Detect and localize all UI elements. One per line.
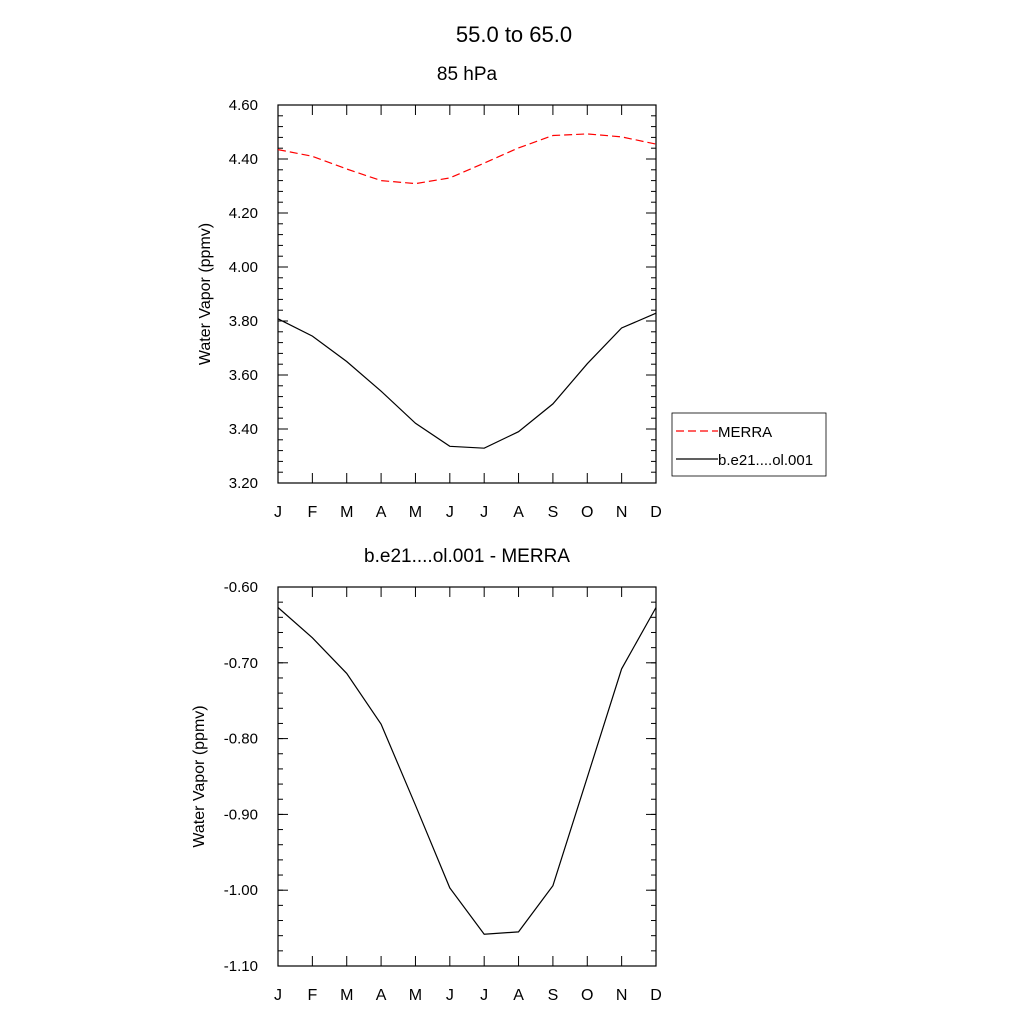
chart-title: b.e21....ol.001 - MERRA	[364, 546, 570, 567]
figure-title: 55.0 to 65.0	[456, 22, 572, 47]
y-tick-label: 4.20	[229, 205, 258, 222]
x-tick-label: A	[513, 504, 524, 521]
x-tick-label: J	[274, 504, 282, 521]
y-tick-label: -1.00	[224, 882, 258, 899]
x-tick-label: M	[409, 504, 422, 521]
y-tick-label: 3.20	[229, 475, 258, 492]
x-tick-label: J	[446, 504, 454, 521]
legend-label: MERRA	[718, 424, 772, 441]
panel-bottom: b.e21....ol.001 - MERRA Water Vapor (ppmv…	[191, 546, 662, 1004]
y-tick-label: 4.40	[229, 151, 258, 168]
series-line-0	[277, 607, 657, 935]
x-tick-label: M	[340, 987, 353, 1004]
x-tick-label: O	[581, 504, 593, 521]
y-tick-label: -0.90	[224, 806, 258, 823]
chart-title: 85 hPa	[437, 64, 498, 85]
y-tick-label: 3.80	[229, 313, 258, 330]
y-tick-label: 4.00	[229, 259, 258, 276]
y-tick-label: 4.60	[229, 97, 258, 114]
x-tick-label: F	[307, 504, 317, 521]
x-tick-label: N	[616, 987, 628, 1004]
x-tick-label: J	[480, 987, 488, 1004]
x-tick-label: N	[616, 504, 628, 521]
x-tick-label: J	[274, 987, 282, 1004]
x-tick-label: F	[307, 987, 317, 1004]
y-tick-label: -0.60	[224, 579, 258, 596]
y-tick-label: 3.40	[229, 421, 258, 438]
y-tick-label: -1.10	[224, 958, 258, 975]
legend-label: b.e21....ol.001	[718, 452, 813, 469]
panel-top: 85 hPa Water Vapor (ppmv) J F M A M J J A S O N D 4.60…	[197, 64, 827, 521]
x-tick-label: J	[480, 504, 488, 521]
x-tick-label: D	[650, 504, 662, 521]
x-tick-label: D	[650, 987, 662, 1004]
series-line-0	[277, 133, 657, 185]
x-tick-label: M	[409, 987, 422, 1004]
x-tick-label: A	[376, 504, 387, 521]
x-tick-label: S	[548, 987, 559, 1004]
y-tick-label: 3.60	[229, 367, 258, 384]
plot-frame	[277, 104, 657, 484]
x-tick-label: O	[581, 987, 593, 1004]
legend-box	[671, 412, 827, 477]
x-tick-label: S	[548, 504, 559, 521]
x-tick-label: A	[376, 987, 387, 1004]
y-tick-label: -0.80	[224, 731, 258, 748]
x-tick-label: J	[446, 987, 454, 1004]
y-axis-label: Water Vapor (ppmv)	[197, 223, 214, 365]
x-tick-label: A	[513, 987, 524, 1004]
y-axis-label: Water Vapor (ppmv)	[191, 705, 208, 847]
plot-frame	[277, 586, 657, 967]
x-tick-label: M	[340, 504, 353, 521]
y-tick-label: -0.70	[224, 655, 258, 672]
series-line-1	[277, 312, 657, 449]
